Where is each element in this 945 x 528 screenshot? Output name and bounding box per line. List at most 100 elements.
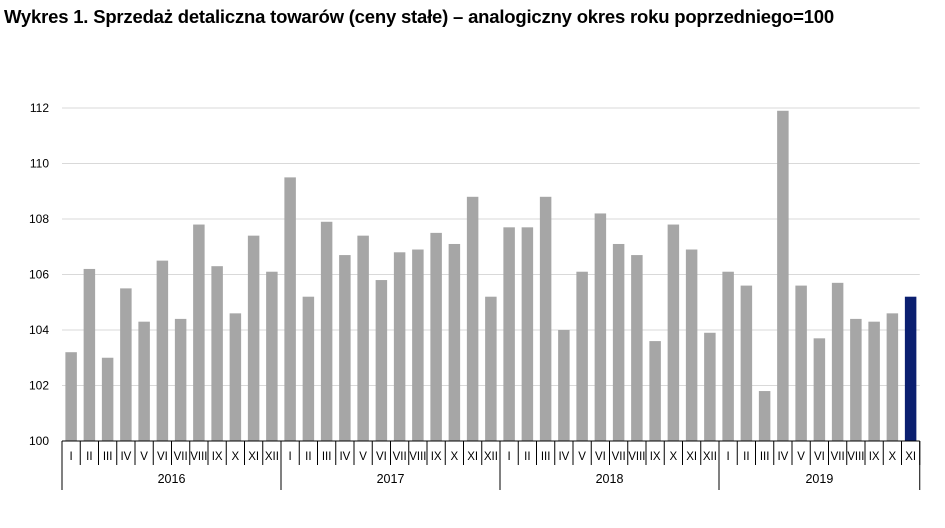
bar	[850, 318, 862, 441]
x-axis	[61, 440, 921, 490]
x-tick-label: IV	[558, 451, 569, 463]
x-axis-month-labels: I II III IV V VI VII VIII IX X XI XII I II III IV V VI VII…	[70, 451, 917, 463]
year-label: 2017	[377, 472, 405, 486]
bar	[120, 288, 132, 441]
bar	[247, 235, 260, 441]
bar	[174, 318, 187, 441]
x-tick-label: X	[889, 451, 897, 463]
x-tick-label: VIII	[628, 451, 645, 463]
bar	[466, 196, 479, 441]
year-label: 2019	[805, 472, 833, 486]
bar	[704, 332, 716, 441]
bar	[649, 341, 661, 441]
bar	[503, 227, 515, 441]
bar	[868, 321, 880, 441]
bar	[831, 282, 844, 441]
bar	[521, 227, 534, 441]
x-tick-label: IX	[212, 451, 223, 463]
y-tick-label: 112	[30, 101, 49, 115]
bar	[740, 285, 753, 441]
bar	[266, 271, 278, 441]
x-tick-label: II	[305, 451, 311, 463]
x-axis-year-labels: 2016 2017 2018 2019	[158, 472, 834, 486]
x-tick-label: V	[140, 451, 148, 463]
x-tick-label: I	[70, 451, 73, 463]
bars	[65, 110, 917, 442]
y-tick-label: 100	[29, 434, 49, 448]
bar	[211, 266, 223, 441]
x-tick-label: I	[727, 451, 730, 463]
y-tick-label: 102	[29, 379, 49, 393]
y-axis-ticks: 100 102 104 106 108 110 112	[29, 101, 49, 448]
bar	[485, 296, 497, 441]
x-tick-label: X	[232, 451, 240, 463]
bar	[83, 268, 96, 441]
y-tick-label: 108	[29, 212, 49, 226]
bar	[722, 271, 734, 441]
x-tick-label: IX	[431, 451, 442, 463]
x-tick-label: XI	[248, 451, 259, 463]
x-tick-label: X	[670, 451, 678, 463]
bar	[412, 249, 424, 441]
bar	[229, 313, 242, 441]
bar	[156, 260, 169, 441]
bar	[685, 249, 698, 441]
x-tick-label: VIII	[847, 451, 864, 463]
bar	[777, 110, 789, 442]
bar	[65, 352, 77, 441]
x-tick-label: II	[743, 451, 749, 463]
bar	[576, 271, 588, 441]
x-tick-label: I	[289, 451, 292, 463]
bar	[758, 391, 771, 441]
x-tick-label: X	[451, 451, 459, 463]
x-tick-label: III	[760, 451, 770, 463]
x-tick-label: XI	[467, 451, 478, 463]
x-tick-label: III	[541, 451, 551, 463]
bar-highlighted	[904, 296, 917, 441]
bar	[539, 196, 552, 441]
year-label: 2018	[596, 472, 624, 486]
y-tick-label: 110	[30, 157, 49, 171]
x-tick-label: VI	[376, 451, 387, 463]
x-tick-label: VI	[157, 451, 168, 463]
x-tick-label: VII	[831, 451, 845, 463]
x-tick-label: II	[524, 451, 530, 463]
x-tick-label: XII	[265, 451, 279, 463]
x-tick-label: III	[103, 451, 113, 463]
x-tick-label: V	[578, 451, 586, 463]
bar	[375, 280, 388, 441]
bar	[631, 255, 643, 441]
bar	[448, 243, 461, 441]
bar	[667, 224, 680, 441]
x-tick-label: IX	[869, 451, 880, 463]
x-tick-label: VIII	[409, 451, 426, 463]
x-tick-label: V	[797, 451, 805, 463]
y-tick-label: 104	[29, 323, 49, 337]
x-tick-label: VII	[393, 451, 407, 463]
x-tick-label: IV	[120, 451, 131, 463]
bar	[594, 213, 607, 441]
bar	[430, 232, 442, 441]
x-tick-label: I	[508, 451, 511, 463]
bar	[886, 313, 899, 441]
bar	[813, 338, 826, 441]
bar	[320, 221, 333, 441]
x-tick-label: IX	[650, 451, 661, 463]
bar	[612, 243, 625, 441]
x-tick-label: VII	[612, 451, 626, 463]
x-tick-label: V	[359, 451, 367, 463]
bar	[101, 357, 114, 441]
bar	[393, 252, 406, 441]
x-tick-label: VI	[814, 451, 825, 463]
bar	[138, 321, 150, 441]
x-tick-label: VIII	[190, 451, 207, 463]
x-tick-label: XII	[703, 451, 717, 463]
x-tick-label: IV	[339, 451, 350, 463]
bar	[795, 285, 807, 441]
x-tick-label: XI	[905, 451, 916, 463]
x-tick-label: VI	[595, 451, 606, 463]
y-tick-label: 106	[29, 268, 49, 282]
bar	[302, 296, 315, 441]
bar	[284, 177, 296, 441]
